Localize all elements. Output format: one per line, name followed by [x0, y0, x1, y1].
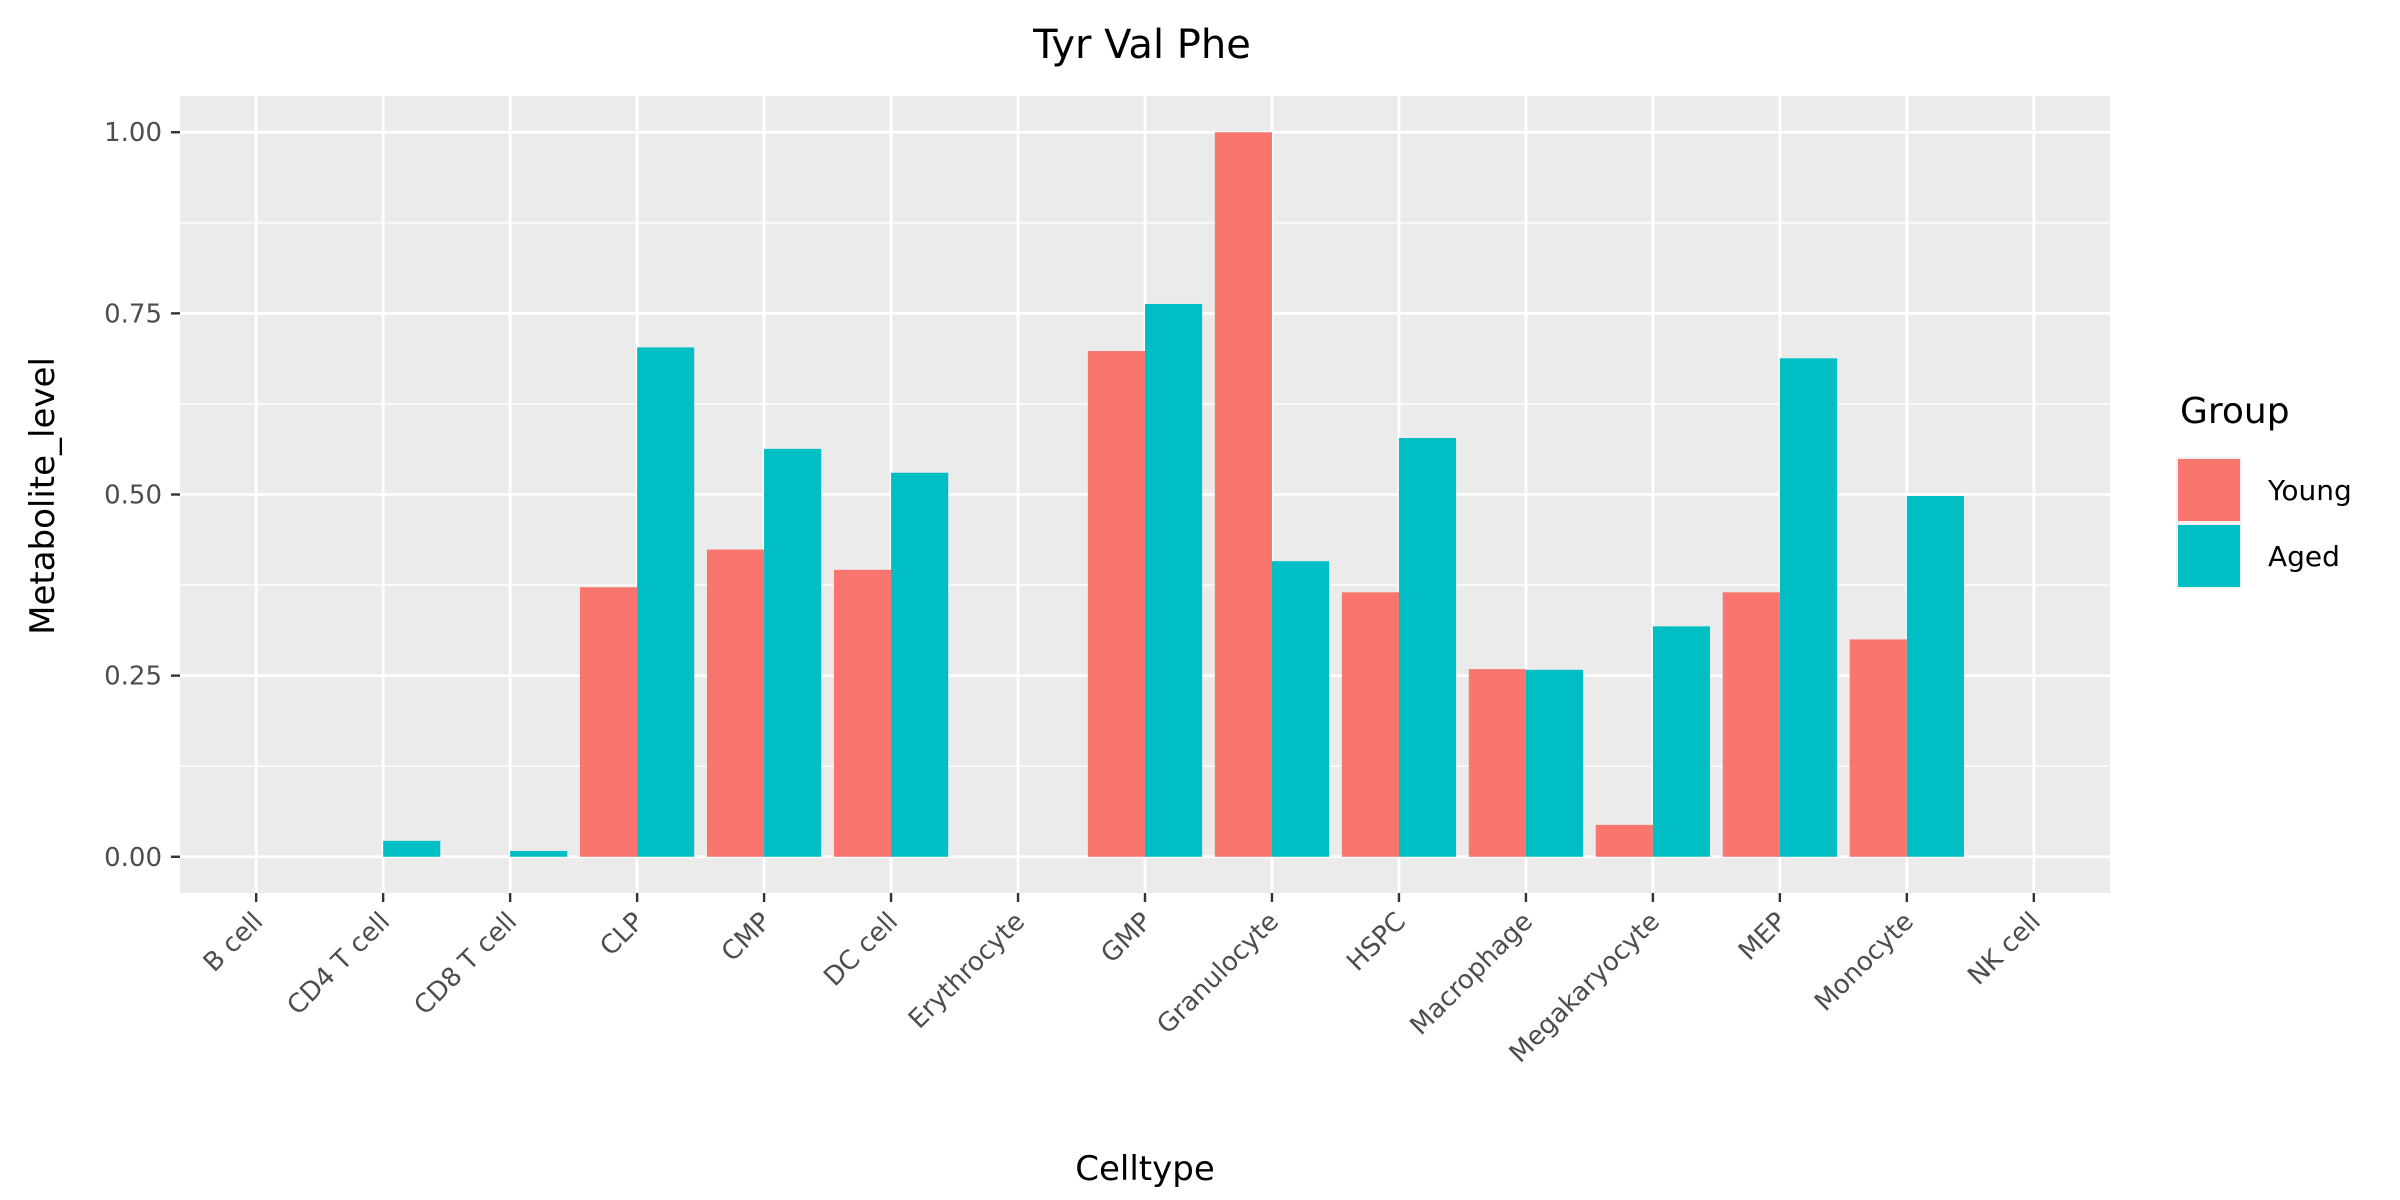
y-tick-label: 0.50	[104, 481, 162, 511]
bar-aged	[510, 850, 568, 857]
bar-young	[833, 569, 892, 857]
bar-aged	[383, 840, 441, 857]
x-tick-label: Erythrocyte	[903, 907, 1031, 1035]
bar-young	[579, 587, 638, 857]
x-axis-title: Celltype	[1075, 1149, 1215, 1189]
x-tick-label: CMP	[716, 907, 777, 968]
legend-items: Young Aged	[2176, 457, 2352, 589]
x-tick-label: Monocyte	[1809, 907, 1920, 1018]
bar-aged	[891, 472, 949, 857]
bar-young	[1087, 351, 1145, 857]
bar-young	[1341, 592, 1399, 857]
x-tick-label: Granulocyte	[1151, 907, 1284, 1040]
bar-young	[1595, 824, 1653, 857]
y-tick-label: 0.75	[104, 299, 162, 329]
y-axis: 0.00 0.25 0.50 0.75 1.00	[104, 118, 180, 873]
x-tick-label: DC cell	[818, 907, 904, 993]
bar-aged	[637, 347, 695, 857]
bars	[383, 132, 1964, 857]
x-tick-label: GMP	[1096, 907, 1158, 969]
bar-aged	[764, 448, 822, 857]
x-tick-label: Macrophage	[1404, 907, 1538, 1041]
x-tick-label: MEP	[1733, 907, 1793, 967]
y-axis-title: Metabolite_level	[23, 357, 63, 635]
bar-aged	[1145, 303, 1203, 857]
x-tick-label: HSPC	[1341, 907, 1412, 978]
legend: Group Young Aged	[2176, 391, 2352, 589]
bar-aged	[1271, 561, 1330, 857]
bar-aged	[1906, 495, 1964, 857]
bar-young	[1468, 669, 1526, 857]
bar-young	[1214, 132, 1272, 857]
legend-label-aged: Aged	[2268, 540, 2340, 573]
legend-swatch-aged	[2178, 525, 2240, 587]
x-tick-label: CD8 T cell	[409, 907, 523, 1021]
x-tick-label: NK cell	[1962, 907, 2047, 992]
bar-young	[1722, 592, 1780, 857]
x-tick-label: B cell	[198, 907, 269, 978]
bar-aged	[1652, 626, 1711, 857]
legend-swatch-young	[2178, 459, 2240, 521]
bar-young	[1849, 639, 1907, 857]
bar-aged	[1398, 437, 1457, 857]
y-tick-label: 0.25	[104, 662, 162, 692]
bar-young	[706, 549, 765, 857]
bar-aged	[1779, 358, 1838, 857]
x-tick-label: CLP	[595, 907, 650, 962]
y-tick-label: 1.00	[104, 118, 162, 148]
legend-label-young: Young	[2267, 474, 2352, 507]
bar-aged	[1525, 669, 1584, 857]
y-tick-label: 0.00	[104, 843, 162, 873]
legend-title: Group	[2180, 391, 2290, 432]
x-axis: B cell CD4 T cell CD8 T cell CLP CMP DC cellE…	[198, 893, 2047, 1069]
x-tick-label: CD4 T cell	[282, 907, 396, 1021]
chart-title: Tyr Val Phe	[1032, 22, 1251, 68]
